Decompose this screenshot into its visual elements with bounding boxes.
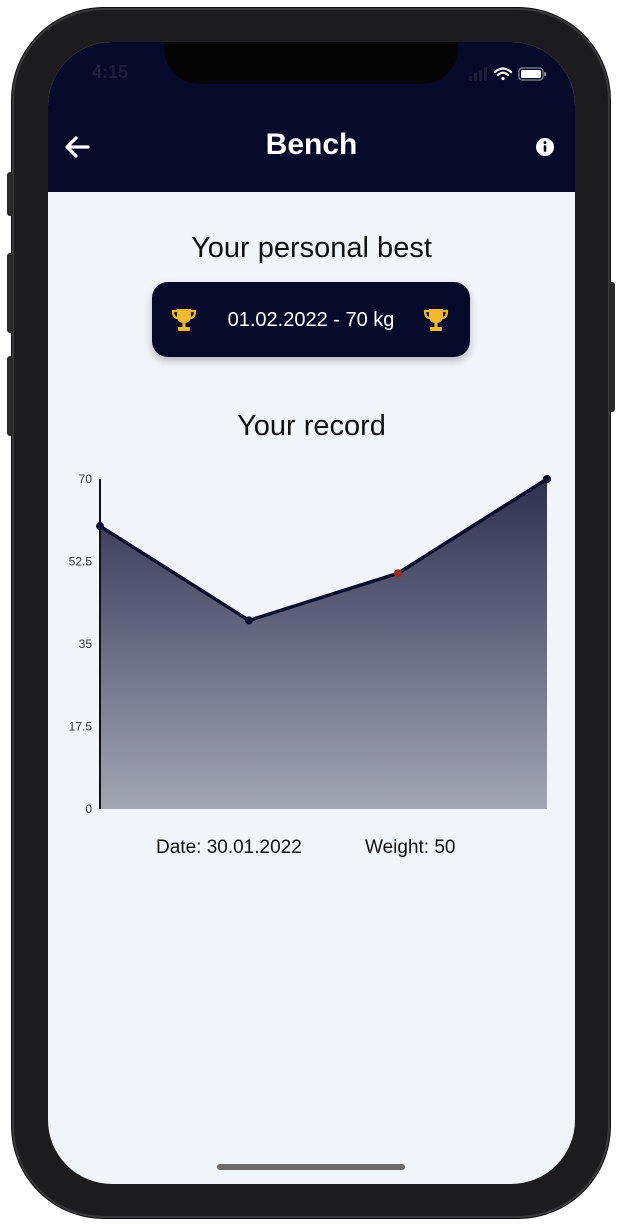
y-tick-label: 35 bbox=[79, 637, 93, 651]
selected-weight: Weight: 50 bbox=[365, 837, 456, 858]
data-point[interactable] bbox=[543, 475, 551, 483]
battery-icon bbox=[518, 67, 546, 81]
home-indicator[interactable] bbox=[217, 1164, 405, 1170]
back-arrow-icon[interactable] bbox=[62, 132, 92, 162]
record-chart[interactable]: 0 17.5 35 52.5 70 bbox=[48, 467, 575, 867]
y-tick-label: 52.5 bbox=[69, 555, 93, 569]
personal-best-heading: Your personal best bbox=[191, 232, 432, 264]
volume-down-button bbox=[7, 356, 13, 436]
record-line bbox=[99, 477, 548, 623]
device-notch bbox=[164, 42, 458, 84]
status-time: 4:15 bbox=[92, 62, 129, 82]
y-tick-label: 17.5 bbox=[69, 720, 93, 734]
y-tick-label: 0 bbox=[85, 802, 92, 816]
y-tick-label: 70 bbox=[79, 472, 93, 486]
power-button bbox=[609, 282, 615, 412]
trophy-icon bbox=[170, 306, 198, 334]
record-area bbox=[100, 479, 547, 809]
record-heading: Your record bbox=[237, 410, 386, 442]
app-bar: 4:15 bbox=[48, 42, 575, 192]
data-point[interactable] bbox=[245, 616, 253, 625]
volume-up-button bbox=[7, 253, 13, 333]
status-icons bbox=[469, 64, 549, 89]
info-icon[interactable] bbox=[535, 137, 555, 157]
silent-switch bbox=[7, 172, 13, 216]
selected-data-point[interactable] bbox=[394, 569, 402, 578]
page-title: Bench bbox=[265, 128, 358, 161]
app-screen: 4:15 bbox=[48, 42, 575, 1184]
personal-best-card: 01.02.2022 - 70 kg bbox=[152, 282, 470, 357]
signal-icon bbox=[469, 67, 487, 81]
wifi-icon bbox=[493, 67, 513, 81]
data-point[interactable] bbox=[96, 522, 104, 531]
trophy-icon bbox=[422, 306, 450, 334]
personal-best-value: 01.02.2022 - 70 kg bbox=[227, 309, 395, 331]
selected-date: Date: 30.01.2022 bbox=[156, 837, 302, 858]
